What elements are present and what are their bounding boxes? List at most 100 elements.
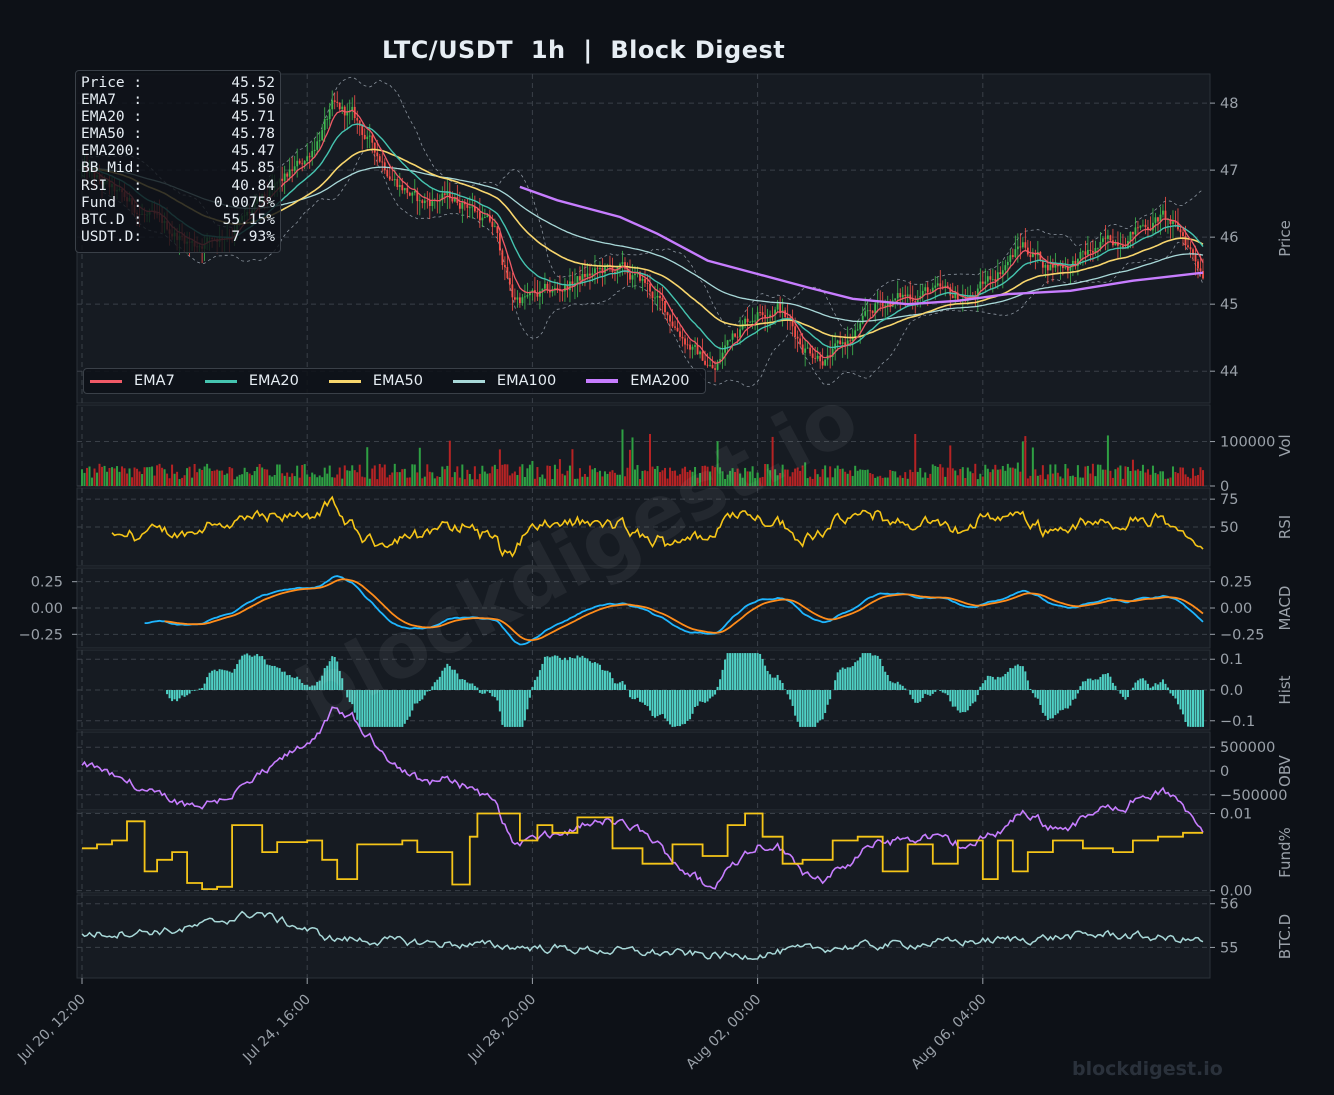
hist-bar	[308, 686, 311, 690]
volume-bar	[774, 469, 777, 486]
volume-bar	[276, 464, 279, 486]
hist-bar	[754, 653, 757, 690]
candle-body	[671, 321, 674, 327]
candle-body	[316, 141, 319, 150]
volume-bar	[1106, 435, 1109, 486]
candle-body	[1064, 267, 1067, 269]
hist-bar	[223, 670, 226, 690]
y-tick-label: 0.25	[1220, 575, 1252, 591]
ema200-line	[519, 185, 1204, 306]
candle-body	[834, 343, 837, 349]
y-tick-label: 0	[1220, 479, 1229, 495]
volume-bar	[298, 477, 301, 486]
volume-bar	[606, 473, 609, 486]
volume-bar	[1129, 470, 1132, 486]
candle-body	[571, 281, 574, 285]
hist-bar	[911, 690, 914, 700]
x-tick-label: Aug 02, 00:00	[683, 992, 764, 1073]
volume-bar	[1101, 469, 1104, 486]
info-value: 45.78	[231, 126, 275, 143]
volume-bar	[1121, 478, 1124, 486]
volume-bar	[108, 468, 111, 486]
volume-bar	[171, 464, 174, 486]
hist-bar	[789, 690, 792, 700]
hist-bar	[886, 674, 889, 690]
hist-bar	[729, 653, 732, 690]
volume-bar	[1181, 467, 1184, 486]
hist-bar	[1126, 690, 1129, 698]
candle-body	[539, 290, 541, 297]
candle-body	[949, 287, 952, 296]
hist-bar	[618, 682, 621, 690]
hist-bar	[824, 690, 827, 714]
hist-bar	[396, 690, 399, 727]
y-axis-label-btcd: BTC.D	[1276, 914, 1294, 959]
hist-bar	[816, 690, 819, 723]
candle-body	[844, 342, 847, 346]
volume-bar	[999, 469, 1002, 486]
hist-bar	[356, 690, 359, 720]
legend-item: EMA200	[586, 373, 689, 389]
hist-bar	[1121, 690, 1124, 697]
volume-bar	[1066, 468, 1069, 486]
volume-bar	[431, 472, 434, 486]
candle-body	[584, 273, 586, 277]
hist-bar	[331, 656, 334, 690]
candle-body	[674, 326, 676, 328]
y-tick-label: 0.1	[1220, 652, 1243, 668]
hist-bar	[766, 670, 769, 690]
volume-bar	[551, 479, 554, 486]
y-axis-label-obv: OBV	[1276, 754, 1294, 787]
hist-bar	[298, 679, 301, 690]
volume-bar	[969, 471, 972, 486]
candle-body	[634, 273, 636, 276]
hist-bar	[301, 682, 304, 690]
candle-body	[483, 217, 486, 219]
volume-bar	[1139, 470, 1142, 486]
volume-bar	[1119, 465, 1122, 486]
candle-body	[1179, 229, 1182, 233]
candle-body	[1089, 249, 1092, 251]
volume-bar	[421, 478, 424, 486]
candle-body	[726, 340, 729, 346]
hist-bar	[543, 656, 546, 690]
volume-bar	[458, 477, 461, 486]
volume-bar	[1126, 466, 1129, 486]
hist-bar	[501, 690, 504, 725]
hist-bar	[508, 690, 511, 727]
candle-body	[378, 156, 381, 162]
candle-body	[313, 149, 316, 152]
info-row: Price : 45.52	[81, 75, 275, 92]
volume-bar	[148, 467, 151, 486]
volume-bar	[1016, 462, 1019, 486]
candle-body	[518, 297, 521, 304]
legend-label: EMA7	[134, 373, 175, 389]
candle-body	[531, 290, 534, 293]
candle-body	[368, 135, 371, 137]
volume-bar	[901, 477, 904, 486]
hist-bar	[191, 690, 194, 691]
volume-bar	[1161, 471, 1164, 486]
volume-bar	[498, 449, 501, 486]
candle-body	[1152, 222, 1154, 231]
candle-body	[656, 295, 659, 298]
hist-bar	[333, 657, 336, 690]
volume-bar	[296, 465, 299, 486]
hist-bar	[1169, 690, 1172, 694]
candle-body	[501, 250, 504, 265]
volume-bar	[1202, 470, 1204, 486]
volume-bar	[1074, 476, 1077, 486]
volume-bar	[921, 477, 924, 486]
volume-bar	[518, 466, 521, 486]
volume-bar	[851, 475, 854, 486]
legend-item: EMA20	[204, 373, 299, 389]
volume-bar	[766, 464, 769, 486]
hist-bar	[373, 690, 376, 727]
candle-body	[911, 299, 914, 302]
volume-bar	[1006, 463, 1009, 486]
volume-bar	[739, 473, 742, 486]
volume-bar	[613, 472, 616, 486]
hist-bar	[961, 690, 964, 713]
volume-bar	[448, 440, 451, 486]
hist-bar	[231, 672, 234, 690]
